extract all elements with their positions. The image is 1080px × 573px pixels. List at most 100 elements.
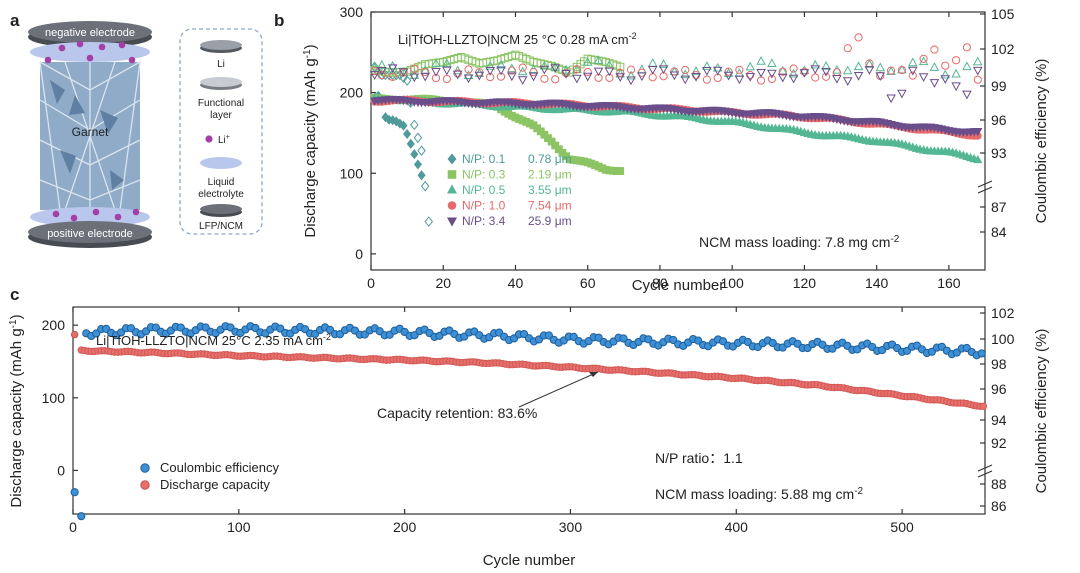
legend-li-disc-icon [200,40,242,53]
ce-point [789,64,798,73]
panel-label-c: c [10,285,19,304]
y-tick-label: 0 [57,462,65,478]
x-tick-label: 20 [435,275,451,291]
chart-c-y2-axis-label: Coulombic efficiency (%) [1033,329,1050,494]
ce-point [897,89,907,99]
y2-tick-label: 88 [991,476,1007,492]
ce-point [409,73,420,83]
ce-point [745,61,756,71]
x-tick-label: 300 [559,519,583,535]
ce-point [417,145,426,156]
ce-point [788,68,799,78]
chart-c-y-axis-label: Discharge capacity (mAh g-1) [8,314,25,507]
ce-point [496,66,506,76]
ce-point [746,70,755,80]
ce-point [962,61,972,71]
ce-point [70,488,79,497]
ce-point [951,82,961,92]
ce-point [810,65,821,75]
y2-tick-label: 92 [991,435,1007,451]
y-tick-label: 300 [340,4,364,20]
legend-liquid-label-line2: electrolyte [198,189,244,200]
x-tick-label: 160 [937,275,961,291]
chart-c-x-axis-label: Cycle number [483,552,576,569]
ce-point [369,62,380,72]
chart-c-np-ratio-note: N/P ratio：1.1 [655,450,743,466]
chart-c-annotation-arrow-line [518,371,599,408]
ce-point [486,72,495,82]
ce-point [637,72,647,82]
ce-point [413,132,423,144]
x-tick-label: 400 [725,519,749,535]
ce-point [582,72,593,82]
chart-b: 0 20 40 60 80 100 120 140 160 0 100 200 300 84 87 93 96 9… [302,4,1050,294]
legend-functional-layer-icon [200,77,242,90]
capacity-point [417,170,426,181]
ce-point [398,68,409,78]
ce-point [962,43,972,52]
ce-point [756,68,766,78]
chart-b-y-axis-label: Discharge capacity (mAh g-1) [302,44,319,237]
legend-marker [447,201,457,210]
y2-tick-label: 87 [991,199,1007,215]
legend-marker [447,153,457,165]
y-tick-label: 200 [340,85,364,101]
x-tick-label: 200 [393,519,417,535]
ce-point [723,71,734,81]
ce-point [734,75,745,85]
ce-point [485,60,495,70]
y2-tick-label: 94 [991,412,1007,428]
y2-tick-label: 84 [991,224,1007,240]
battery-schematic: negative electrode Garnet positive elect… [28,21,263,248]
capacity-point [973,128,983,137]
ce-point [930,45,939,54]
ce-point [626,70,636,80]
legend-entry-thickness: 3.55 μm [528,183,572,197]
ce-point [496,59,506,69]
capacity-point [70,330,79,339]
capacity-point [413,159,422,170]
ce-point [593,55,604,65]
ce-point [507,72,517,82]
ce-point [897,64,907,74]
ce-point [951,68,961,78]
ce-point [410,119,419,131]
ce-point [424,216,434,227]
ce-point [561,70,571,79]
legend-entry-thickness: 7.54 μm [528,199,572,213]
ce-point [421,67,430,77]
legend-box [179,28,263,235]
ce-point [626,65,636,74]
ce-point [518,63,527,72]
capacity-point [381,112,390,123]
ce-point [681,65,690,75]
bottom-liquid-electrolyte-layer [30,207,150,227]
legend-li-ion-dot-icon [205,135,213,143]
capacity-point [403,128,412,140]
ce-point [658,59,669,68]
capacity-point [395,118,404,129]
ce-point [767,69,777,79]
ce-point [767,74,777,84]
y2-tick-label: 98 [991,356,1007,372]
y-tick-label: 100 [340,165,364,181]
ce-point [799,69,810,78]
legend-entry-thickness: 2.19 μm [528,168,572,182]
ce-point [865,59,874,68]
ce-point [572,65,581,74]
ce-point [377,59,387,69]
ce-point [886,94,896,104]
ce-point [745,73,756,82]
ce-point [929,79,940,88]
ce-point [875,62,886,72]
ce-point [777,73,788,83]
ce-point [453,69,462,78]
ce-point [485,66,495,76]
ce-point [551,75,560,84]
ce-point [528,72,539,82]
ce-point [572,74,582,84]
chart-b-mass-loading-note: NCM mass loading: 7.8 mg cm-2 [699,234,900,250]
chart-c-title: Li|TfOH-LLZTO|NCM 25°C 2.35 mA cm-2 [96,332,331,348]
ce-point [832,74,842,84]
